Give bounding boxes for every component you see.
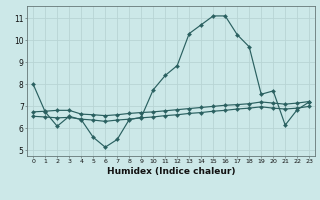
X-axis label: Humidex (Indice chaleur): Humidex (Indice chaleur) — [107, 167, 236, 176]
